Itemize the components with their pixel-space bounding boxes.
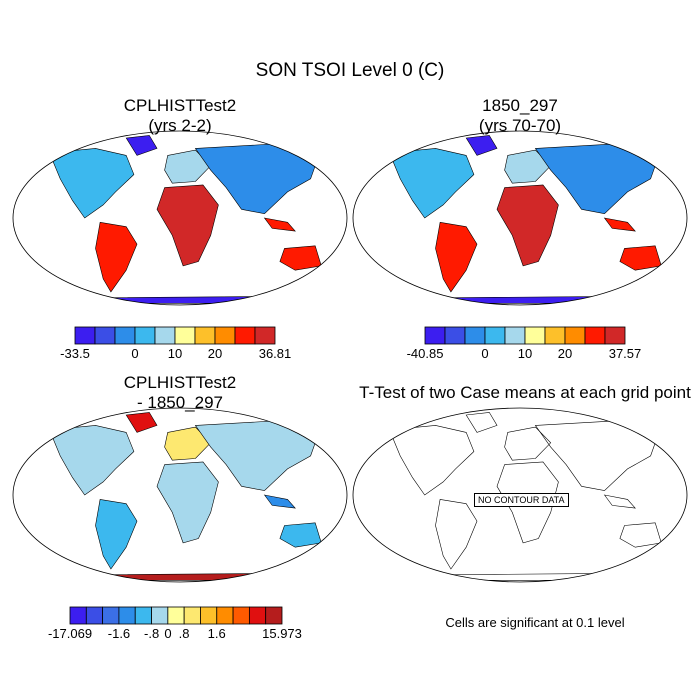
- colorbar-tick-label: 10: [167, 346, 183, 361]
- significance-note: Cells are significant at 0.1 level: [445, 615, 625, 630]
- panel-1-subtitle: (yrs 2-2): [148, 116, 212, 135]
- colorbar-tick-label: -1.6: [107, 626, 131, 641]
- colorbar-tick-label: -33.5: [60, 346, 90, 361]
- map-panel-1: [12, 130, 348, 306]
- continent-seasia: [263, 494, 296, 509]
- colorbar-tick-label: 0: [481, 346, 489, 361]
- continent-africa: [156, 184, 219, 267]
- continent-australia: [619, 245, 662, 271]
- figure-title: SON TSOI Level 0 (C): [255, 60, 445, 81]
- continent-northamerica: [388, 425, 475, 496]
- continent-southamerica: [435, 221, 478, 293]
- colorbar-tick-label: 0: [164, 626, 172, 641]
- colorbar-swatch: [254, 326, 276, 345]
- colorbar-2: [424, 326, 626, 345]
- continent-seasia: [263, 217, 296, 232]
- continent-australia: [619, 522, 662, 548]
- map-border: [352, 407, 688, 583]
- continent-greenland: [465, 412, 498, 433]
- no-contour-data-label: NO CONTOUR DATA: [474, 493, 569, 507]
- panel-1-title: CPLHISTTest2 (yrs 2-2): [60, 96, 300, 136]
- continent-europe: [164, 149, 212, 184]
- continent-europe: [504, 149, 552, 184]
- continent-northamerica: [48, 148, 135, 219]
- continent-northamerica: [388, 148, 475, 219]
- colorbar-tick-label: -17.069: [47, 626, 93, 641]
- panel-2-subtitle: (yrs 70-70): [478, 116, 562, 135]
- colorbar-tick-label: 36.81: [258, 346, 292, 361]
- map-border: [12, 130, 348, 306]
- colorbar-3: [69, 606, 283, 625]
- continent-southamerica: [95, 499, 138, 570]
- colorbar-swatch: [265, 606, 283, 625]
- map-panel-3: [12, 407, 348, 583]
- continent-africa: [496, 184, 559, 267]
- colorbar-tick-label: 0: [131, 346, 139, 361]
- colorbar-tick-label: 20: [207, 346, 223, 361]
- colorbar-tick-label: 15.973: [262, 626, 302, 641]
- colorbar-tick-label: 20: [557, 346, 573, 361]
- continent-southamerica: [95, 221, 138, 293]
- continent-seasia: [603, 494, 636, 509]
- panel-3-title-line: CPLHISTTest2: [123, 373, 237, 392]
- continent-southamerica: [435, 499, 478, 570]
- colorbar-tick-label: .8: [178, 626, 190, 641]
- map-panel-2: [352, 130, 688, 306]
- continent-europe: [164, 426, 212, 461]
- panel-2-title: 1850_297 (yrs 70-70): [400, 96, 640, 136]
- panel-1-title-line: CPLHISTTest2: [123, 96, 237, 115]
- colorbar-tick-label: -.8: [144, 626, 160, 641]
- colorbar-1: [74, 326, 276, 345]
- panel-3-subtitle: - 1850_297: [136, 393, 224, 412]
- colorbar-tick-label: 1.6: [207, 626, 226, 641]
- continent-australia: [279, 522, 322, 548]
- colorbar-swatch: [604, 326, 626, 345]
- continent-greenland: [125, 135, 158, 156]
- continent-greenland: [125, 412, 158, 433]
- panel-3-title: CPLHISTTest2 - 1850_297: [60, 373, 300, 413]
- continent-northamerica: [48, 425, 135, 496]
- map-border: [12, 407, 348, 583]
- continent-seasia: [603, 217, 636, 232]
- panel-4-title: T-Test of two Case means at each grid po…: [350, 383, 700, 403]
- colorbar-tick-label: 10: [517, 346, 533, 361]
- continent-europe: [504, 426, 552, 461]
- map-border: [352, 130, 688, 306]
- panel-4-title-line: T-Test of two Case means at each grid po…: [359, 383, 691, 402]
- continent-greenland: [465, 135, 498, 156]
- colorbar-tick-label: -40.85: [406, 346, 444, 361]
- colorbar-tick-label: 37.57: [608, 346, 642, 361]
- panel-2-title-line: 1850_297: [482, 96, 558, 115]
- continent-africa: [156, 461, 219, 544]
- continent-australia: [279, 245, 322, 271]
